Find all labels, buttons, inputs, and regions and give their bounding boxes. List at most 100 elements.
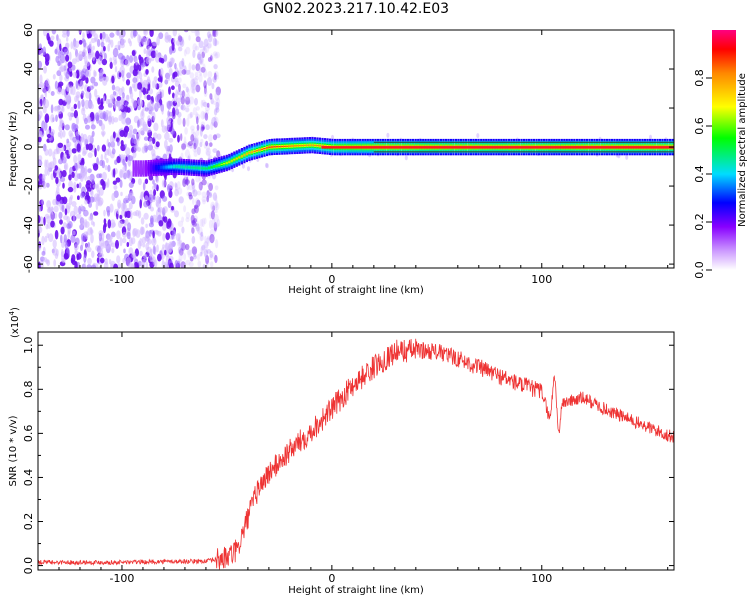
noise-blob: [116, 230, 121, 240]
colorbar-ticks: 0.0 0.2 0.4 0.6 0.8: [693, 69, 712, 279]
noise-blob: [122, 92, 125, 99]
noise-blob: [101, 171, 107, 181]
noise-blob: [109, 203, 114, 213]
noise-blob: [198, 56, 204, 64]
noise-blob: [122, 237, 127, 244]
noise-blob: [50, 114, 55, 123]
noise-blob: [204, 112, 209, 121]
noise-blob: [80, 164, 84, 173]
noise-blob: [113, 117, 119, 123]
noise-blob: [125, 195, 128, 200]
noise-blob: [126, 72, 132, 79]
noise-blob: [175, 233, 181, 242]
ridge-cell: [248, 152, 251, 154]
noise-blob: [188, 35, 191, 41]
noise-blob: [198, 73, 203, 83]
noise-blob: [99, 159, 104, 167]
noise-blob: [186, 117, 190, 127]
noise-blob: [191, 208, 196, 215]
noise-blob: [210, 210, 215, 220]
noise-blob: [60, 65, 66, 72]
noise-blob: [152, 245, 156, 255]
noise-blob: [205, 150, 211, 156]
noise-blob: [38, 84, 43, 91]
noise-blob: [71, 64, 76, 71]
noise-blob: [68, 174, 72, 181]
noise-blob: [112, 131, 116, 139]
noise-blob: [120, 202, 126, 211]
ridge-cell: [167, 166, 170, 168]
noise-blob: [200, 246, 204, 256]
noise-blob: [167, 100, 172, 110]
noise-blob: [193, 150, 198, 157]
noise-blob: [114, 86, 121, 92]
noise-blob: [91, 130, 95, 137]
noise-blob: [65, 203, 71, 210]
noise-blob: [194, 113, 201, 121]
noise-blob: [85, 243, 88, 252]
noise-blob: [130, 210, 133, 220]
noise-blob: [153, 122, 159, 132]
noise-blob: [64, 208, 68, 216]
noise-blob: [70, 106, 75, 112]
noise-blob: [55, 176, 59, 185]
noise-blob: [109, 135, 114, 145]
ridge-cell: [308, 144, 311, 146]
noise-blob: [163, 216, 168, 223]
noise-blob: [200, 121, 206, 127]
noise-blob: [73, 154, 78, 164]
noise-blob: [62, 182, 65, 189]
noise-blob: [182, 244, 188, 250]
noise-blob: [187, 88, 190, 95]
noise-blob: [73, 181, 77, 190]
noise-blob: [75, 213, 82, 219]
noise-blob: [87, 168, 92, 174]
noise-blob: [164, 79, 169, 85]
noise-blob: [57, 107, 63, 115]
noise-blob: [90, 103, 94, 110]
noise-blob: [147, 115, 151, 122]
noise-blob: [71, 259, 76, 266]
noise-blob: [93, 193, 100, 203]
noise-blob: [120, 209, 125, 217]
noise-blob: [194, 97, 198, 106]
noise-blob: [115, 30, 120, 36]
noise-blob: [177, 246, 181, 254]
noise-blob: [127, 38, 131, 44]
noise-blob: [62, 222, 67, 229]
noise-blob: [162, 233, 166, 242]
ridge-cell: [233, 159, 236, 161]
noise-blob: [111, 75, 115, 84]
noise-blob: [179, 248, 184, 256]
noise-blob: [214, 208, 218, 214]
noise-blob: [149, 30, 154, 37]
noise-blob: [144, 178, 149, 185]
noise-blob: [180, 242, 186, 251]
noise-blob: [52, 239, 57, 249]
noise-blob: [174, 77, 179, 83]
x-tick-label: 100: [531, 273, 552, 286]
noise-blob: [95, 114, 100, 124]
noise-blob: [214, 72, 217, 81]
ridge-cell: [165, 166, 168, 168]
noise-blob: [75, 80, 79, 89]
noise-blob: [195, 175, 201, 183]
noise-blob: [197, 53, 202, 61]
ridge-cell: [260, 148, 264, 150]
noise-blob: [192, 88, 196, 95]
ridge-cell: [155, 167, 158, 169]
noise-blob: [61, 170, 67, 178]
ridge-cell: [318, 145, 321, 147]
noise-blob: [198, 40, 204, 49]
noise-blob: [156, 244, 159, 253]
noise-blob: [161, 105, 164, 115]
noise-blob: [177, 90, 183, 96]
noise-blob: [38, 102, 42, 111]
noise-blob: [81, 217, 85, 226]
noise-blob: [146, 49, 150, 59]
noise-blob: [205, 147, 212, 157]
noise-blob: [105, 33, 109, 43]
noise-blob: [109, 32, 115, 38]
noise-blob: [168, 137, 174, 143]
noise-blob: [87, 257, 92, 265]
